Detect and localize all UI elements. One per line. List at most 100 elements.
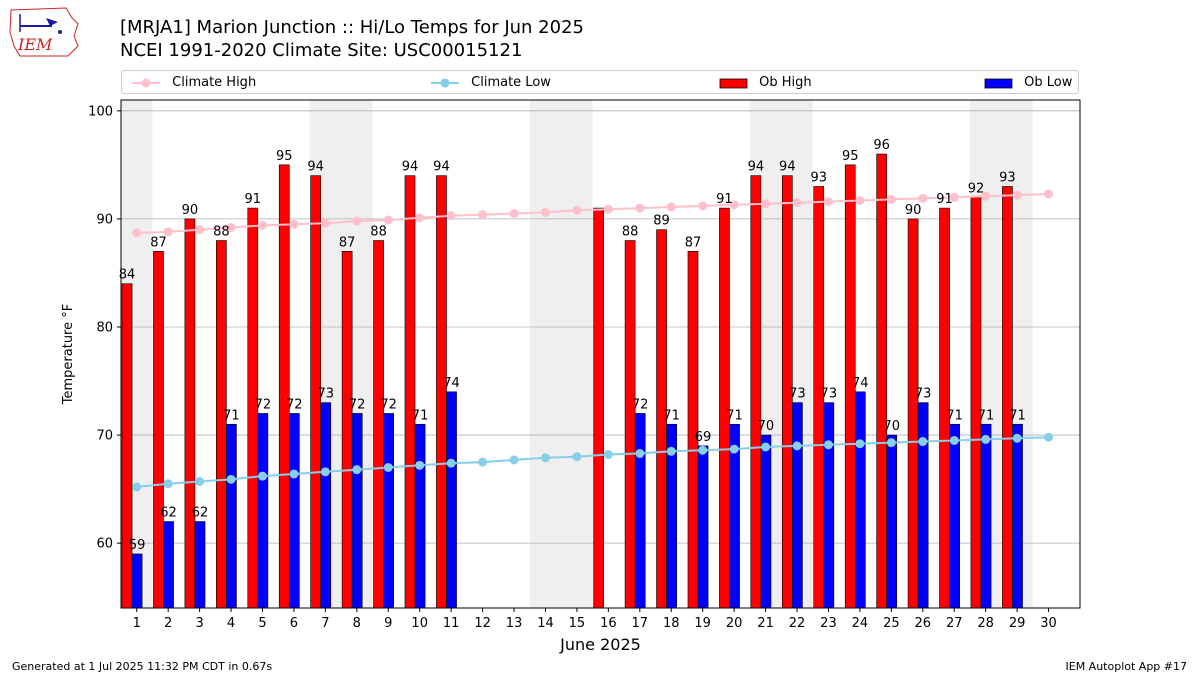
weekend-band: [561, 100, 593, 608]
climate-high-point: [886, 194, 896, 204]
climate-low-point: [729, 444, 739, 454]
ob-high-bar: [216, 240, 227, 609]
y-tick-label: 60: [96, 537, 113, 552]
climate-high-point: [1044, 189, 1054, 199]
climate-high-point: [792, 198, 802, 208]
climate-low-point: [415, 460, 425, 470]
climate-high-point: [572, 205, 582, 215]
x-tick-label: 2: [164, 616, 172, 631]
x-tick-label: 15: [569, 616, 586, 631]
x-tick-label: 30: [1040, 616, 1057, 631]
x-axis-label: June 2025: [559, 635, 641, 654]
climate-low-point: [257, 471, 267, 481]
ob-low-label: 70: [883, 419, 900, 434]
climate-low-point: [855, 439, 865, 449]
ob-low-label: 74: [852, 376, 869, 391]
ob-low-bar: [1012, 423, 1023, 609]
ob-high-label: 87: [339, 235, 356, 250]
x-tick-label: 23: [820, 616, 837, 631]
climate-low-point: [666, 446, 676, 456]
legend-label: Climate High: [172, 75, 257, 90]
bars: [121, 153, 1023, 609]
y-tick-label: 90: [96, 212, 113, 227]
climate-high-point: [603, 204, 613, 214]
ob-high-bar: [278, 164, 290, 609]
climate-low-point: [509, 455, 519, 465]
climate-low-point: [981, 434, 991, 444]
climate-high-point: [226, 223, 236, 233]
x-tick-label: 11: [443, 616, 460, 631]
data-labels: 84 59 87 62 90 62 88 71 91 72 95 72 94 73 87 72 88 72 94 71…: [119, 138, 1026, 553]
x-tick-label: 12: [474, 616, 491, 631]
ob-low-label: 71: [946, 408, 963, 423]
ob-high-label: 84: [119, 268, 136, 283]
ob-high-label: 93: [810, 170, 827, 185]
climate-low-point: [572, 452, 582, 462]
ob-low-bar: [194, 521, 206, 609]
ob-low-bar: [634, 413, 646, 609]
ob-high-label: 94: [402, 160, 419, 175]
climate-low-point: [195, 477, 205, 487]
x-tick-label: 17: [632, 616, 649, 631]
climate-low-point: [635, 448, 645, 458]
climate-low-point: [446, 458, 456, 468]
ob-low-bar: [320, 402, 332, 609]
ob-low-label: 70: [758, 419, 775, 434]
legend-item-climate-high: Climate High: [132, 75, 256, 90]
ob-high-bar: [750, 175, 762, 609]
ob-low-label: 72: [380, 397, 397, 412]
ob-low-label: 73: [915, 387, 932, 402]
climate-lines: [132, 189, 1054, 492]
climate-low-point: [163, 479, 173, 489]
ob-high-label: 90: [182, 203, 199, 218]
ob-low-bar: [226, 423, 237, 609]
y-tick-label: 80: [96, 320, 113, 335]
x-tick-label: 29: [1009, 616, 1026, 631]
ob-low-label: 72: [632, 397, 649, 412]
x-tick-label: 3: [195, 616, 203, 631]
climate-low-point: [698, 445, 708, 455]
legend-label: Ob Low: [1024, 75, 1073, 90]
ob-low-bar: [760, 434, 772, 609]
legend-label: Climate Low: [471, 75, 551, 90]
ob-high-bar: [153, 251, 164, 609]
ob-high-label: 88: [622, 225, 639, 240]
ob-high-bar: [1002, 186, 1013, 609]
x-tick-label: 24: [852, 616, 869, 631]
ob-high-label: 95: [842, 149, 859, 164]
legend-item-climate-low: Climate Low: [431, 75, 551, 90]
legend-item-ob-high: Ob High: [719, 75, 812, 90]
ob-low-label: 62: [160, 506, 177, 521]
climate-high-line: [136, 193, 1049, 234]
x-tick-label: 9: [384, 616, 392, 631]
x-tick-label: 4: [227, 616, 235, 631]
climate-low-point: [1044, 432, 1054, 442]
climate-high-point: [195, 225, 205, 235]
ob-high-label: 88: [213, 225, 230, 240]
x-tick-label: 13: [506, 616, 523, 631]
weekend-band: [529, 100, 562, 608]
climate-low-point: [132, 482, 142, 492]
x-tick-label: 14: [537, 616, 554, 631]
ob-low-label: 71: [412, 408, 429, 423]
ob-low-label: 73: [317, 387, 334, 402]
climate-low-point: [792, 441, 802, 451]
x-tick-label: 1: [133, 616, 141, 631]
ob-high-label: 91: [245, 192, 262, 207]
ob-high-label: 93: [999, 170, 1016, 185]
climate-high-point: [446, 211, 456, 221]
climate-high-point: [540, 207, 550, 217]
ob-low-bar: [383, 413, 394, 609]
ob-low-bar: [163, 521, 174, 609]
climate-high-point: [132, 228, 142, 238]
climate-high-point: [289, 219, 299, 229]
climate-high-point: [509, 208, 519, 218]
ob-low-label: 59: [129, 538, 146, 553]
ob-high-bar: [404, 175, 416, 609]
ob-low-bar: [823, 402, 835, 609]
climate-high-point: [415, 213, 425, 223]
climate-high-point: [666, 202, 676, 212]
ob-high-bar: [593, 207, 605, 609]
ob-low-bar: [414, 423, 426, 609]
